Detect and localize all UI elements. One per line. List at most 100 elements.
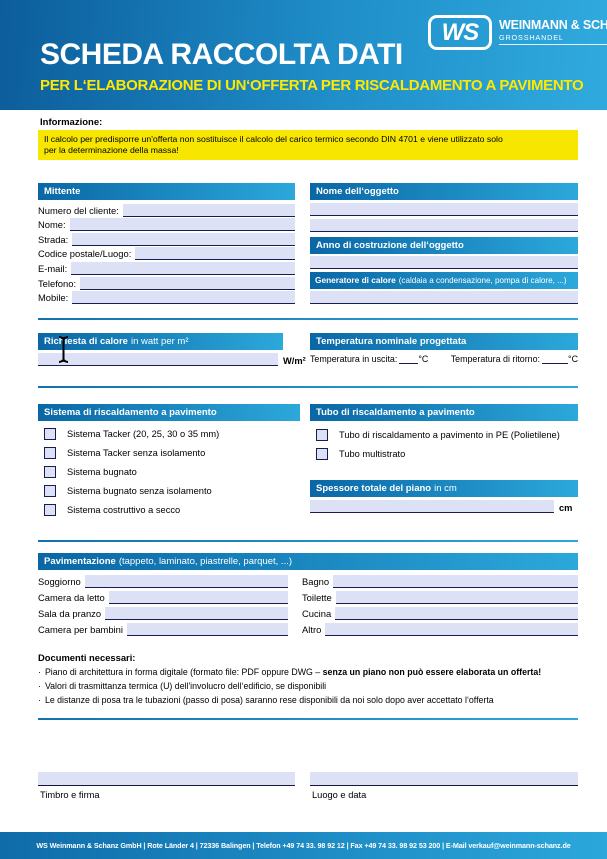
numero-cliente-input[interactable] <box>122 203 295 217</box>
mittente-fields: Numero del cliente: Nome: Strada: Codice… <box>38 202 295 305</box>
sala-pranzo-input[interactable] <box>105 607 288 621</box>
toilette-label: Toilette <box>302 592 332 604</box>
camera-letto-input[interactable] <box>108 591 288 605</box>
page-subtitle: PER L‘ELABORAZIONE DI UN‘OFFERTA PER RIS… <box>40 77 584 94</box>
spessore-header: Spessore totale del piano in cm <box>310 480 578 497</box>
documenti-item: · Valori di trasmittanza termica (U) dell… <box>38 679 578 693</box>
anno-input[interactable] <box>310 256 578 269</box>
footer-bar: WS Weinmann & Schanz GmbH | Rote Länder … <box>0 832 607 859</box>
uscita-unit: °C <box>418 354 429 364</box>
cucina-label: Cucina <box>302 608 332 620</box>
field-row: Camera per bambini <box>38 620 288 637</box>
ws-monogram-icon: WS <box>428 15 492 50</box>
anno-header: Anno di costruzione dell‘oggetto <box>310 236 578 254</box>
bagno-input[interactable] <box>333 575 578 589</box>
camera-bambini-label: Camera per bambini <box>38 624 123 636</box>
richiesta-input[interactable] <box>38 353 278 366</box>
documenti-item-text: Valori di trasmittanza termica (U) dell'… <box>44 681 327 692</box>
field-row: Sala da pranzo <box>38 604 288 621</box>
checkbox-sistema-secco[interactable] <box>44 503 56 516</box>
ritorno-input[interactable] <box>542 352 569 364</box>
ws-monogram: WS <box>441 18 480 46</box>
timbro-firma-label: Timbro e firma <box>40 790 100 800</box>
temperatura-row: Temperatura in uscita: °C Temperatura di… <box>310 352 578 364</box>
logo-text: WEINMANN & SCHANZ GROSSHANDEL <box>499 15 607 45</box>
mobile-input[interactable] <box>72 291 295 305</box>
checkbox-tubo-multistrato[interactable] <box>316 447 328 460</box>
field-row: Altro <box>302 620 578 637</box>
checkbox-sistema-tacker[interactable] <box>44 427 56 440</box>
soggiorno-label: Soggiorno <box>38 576 81 588</box>
company-subtitle: GROSSHANDEL <box>499 33 564 42</box>
ritorno-unit: °C <box>568 354 578 364</box>
ws-logo: WS WEINMANN & SCHANZ GROSSHANDEL <box>428 15 607 50</box>
field-row: Strada: <box>38 231 295 246</box>
nome-input[interactable] <box>69 218 295 232</box>
field-row: Codice postale/Luogo: <box>38 246 295 261</box>
uscita-input[interactable] <box>399 352 419 364</box>
cm-unit-label: cm <box>559 503 573 513</box>
option-label: Tubo di riscaldamento a pavimento in PE … <box>339 429 560 440</box>
mittente-header: Mittente <box>38 183 295 200</box>
info-box: Il calcolo per predisporre un'offerta no… <box>38 130 578 160</box>
option-label: Sistema costruttivo a secco <box>67 504 181 515</box>
altro-input[interactable] <box>325 623 578 637</box>
wm2-unit-label: W/m² <box>283 356 306 366</box>
company-name: WEINMANN & SCHANZ <box>499 18 607 32</box>
checkbox-sistema-bugnato[interactable] <box>44 465 56 478</box>
luogo-data-input[interactable] <box>310 772 578 786</box>
codice-postale-label: Codice postale/Luogo: <box>38 248 132 260</box>
option-row: Sistema bugnato senza isolamento <box>44 481 219 500</box>
documenti-item-bold: senza un piano non può essere elaborata … <box>322 667 542 677</box>
footer-text: WS Weinmann & Schanz GmbH | Rote Länder … <box>36 841 571 850</box>
soggiorno-input[interactable] <box>84 575 288 589</box>
bagno-label: Bagno <box>302 576 330 588</box>
documenti-item: · Piano di architettura in forma digitale… <box>38 665 578 679</box>
pavimentazione-title-rest: (tappeto, laminato, piastrelle, parquet,… <box>118 556 293 567</box>
option-label: Sistema bugnato <box>67 466 137 477</box>
pavimentazione-right: Bagno Toilette Cucina Altro <box>302 572 578 637</box>
luogo-data-label: Luogo e data <box>312 790 367 800</box>
cucina-input[interactable] <box>335 607 578 621</box>
oggetto-input-2[interactable] <box>310 218 578 232</box>
email-input[interactable] <box>71 261 295 275</box>
tubo-header: Tubo di riscaldamento a pavimento <box>310 404 578 421</box>
option-row: Sistema Tacker senza isolamento <box>44 443 219 462</box>
timbro-firma-input[interactable] <box>38 772 295 786</box>
richiesta-title: Richiesta di calore <box>44 336 128 347</box>
documenti-item-text: Le distanze di posa tra le tubazioni (pa… <box>44 695 494 706</box>
generatore-input[interactable] <box>310 291 578 304</box>
spessore-title-rest: in cm <box>434 483 457 494</box>
altro-label: Altro <box>302 624 322 636</box>
sistema-header: Sistema di riscaldamento a pavimento <box>38 404 300 421</box>
toilette-input[interactable] <box>335 591 578 605</box>
codice-postale-input[interactable] <box>135 247 295 261</box>
option-row: Sistema costruttivo a secco <box>44 500 219 519</box>
option-row: Tubo multistrato <box>316 444 560 463</box>
section-divider <box>38 318 578 320</box>
spessore-title: Spessore totale del piano <box>316 483 432 494</box>
section-divider <box>38 718 578 720</box>
camera-bambini-input[interactable] <box>126 623 288 637</box>
option-label: Sistema Tacker senza isolamento <box>67 447 206 458</box>
field-row: E-mail: <box>38 260 295 275</box>
checkbox-tubo-pe[interactable] <box>316 428 328 441</box>
oggetto-input-1[interactable] <box>310 203 578 216</box>
field-row: Toilette <box>302 588 578 605</box>
option-row: Sistema Tacker (20, 25, 30 o 35 mm) <box>44 424 219 443</box>
bullet: · <box>38 695 41 706</box>
option-label: Sistema Tacker (20, 25, 30 o 35 mm) <box>67 428 220 439</box>
pavimentazione-title: Pavimentazione <box>44 556 116 567</box>
strada-input[interactable] <box>72 232 295 246</box>
field-row: Camera da letto <box>38 588 288 605</box>
telefono-input[interactable] <box>80 276 295 290</box>
checkbox-sistema-bugnato-senza[interactable] <box>44 484 56 497</box>
sistema-options: Sistema Tacker (20, 25, 30 o 35 mm) Sist… <box>44 424 219 519</box>
mobile-label: Mobile: <box>38 292 69 304</box>
spessore-input[interactable] <box>310 500 554 513</box>
pavimentazione-left: Soggiorno Camera da letto Sala da pranzo… <box>38 572 288 637</box>
checkbox-sistema-tacker-senza[interactable] <box>44 446 56 459</box>
strada-label: Strada: <box>38 233 69 245</box>
generatore-title: Generatore di calore <box>315 274 396 285</box>
